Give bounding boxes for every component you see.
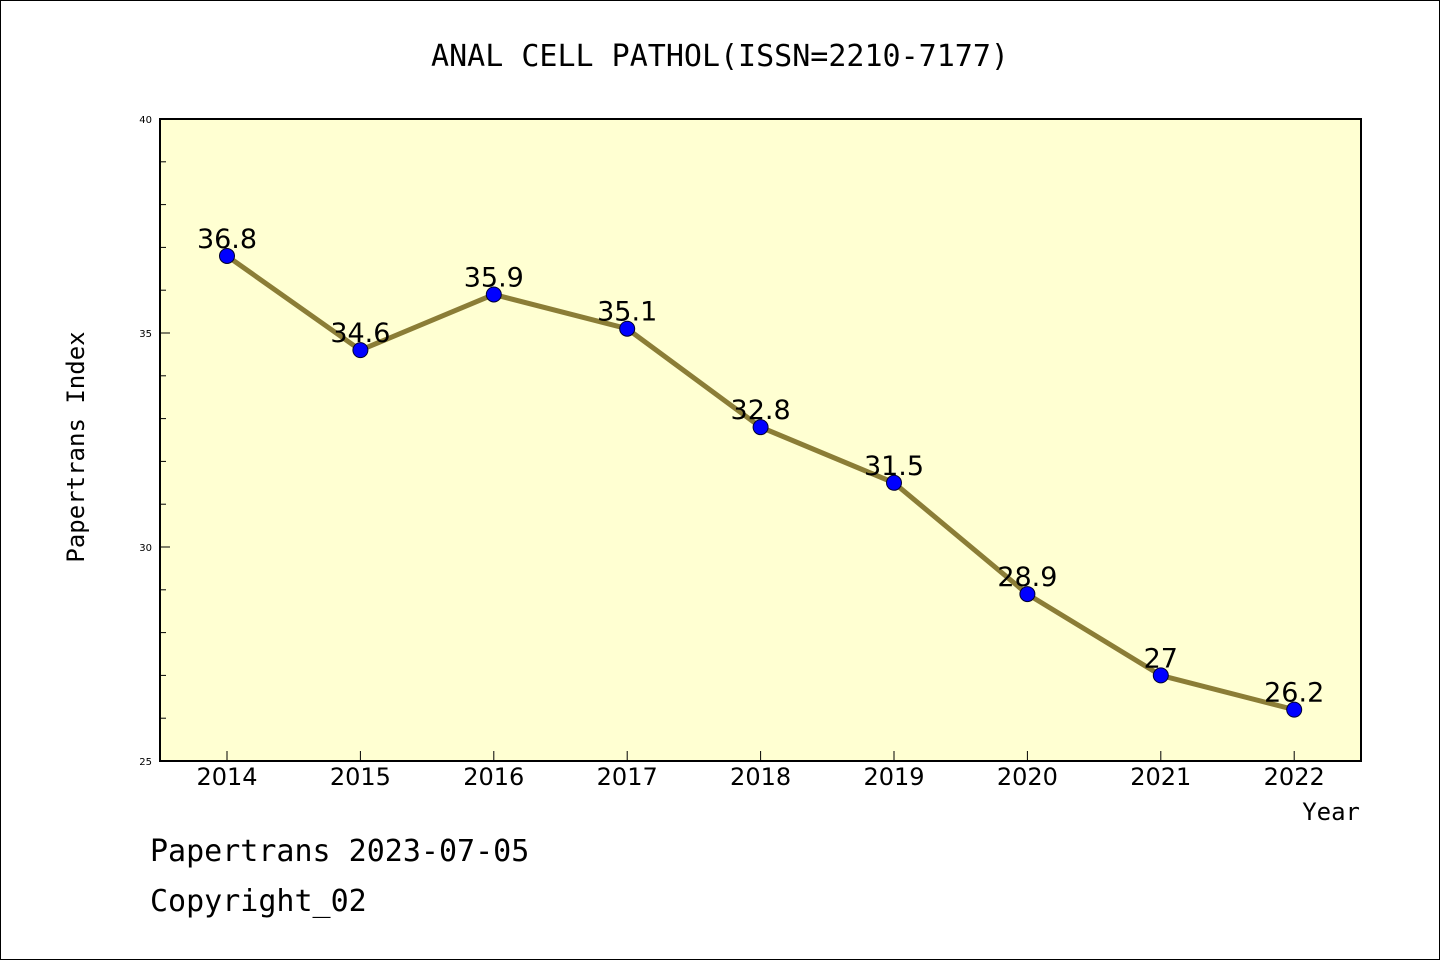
y-axis-label: Papertrans Index	[62, 331, 90, 562]
data-label: 35.1	[597, 297, 657, 328]
data-point	[886, 474, 902, 491]
data-markers	[219, 247, 1303, 718]
data-label: 26.2	[1264, 678, 1324, 709]
data-label: 36.8	[197, 224, 257, 255]
data-label: 28.9	[997, 562, 1057, 593]
x-tick-label: 2017	[597, 763, 658, 791]
data-point	[1019, 586, 1036, 603]
footer-copyright: Copyright_02	[150, 884, 367, 919]
y-tick-label: 30	[139, 543, 152, 554]
data-point	[1152, 667, 1169, 684]
x-tick-label: 2020	[997, 763, 1058, 791]
y-tick-label: 25	[139, 757, 152, 768]
x-tick-label: 2018	[730, 763, 791, 791]
chart-title: ANAL CELL PATHOL(ISSN=2210-7177)	[431, 39, 1009, 74]
data-point	[485, 286, 502, 303]
data-point	[219, 247, 235, 264]
y-axis-ticks: 25 30 35 40	[139, 115, 170, 768]
data-point	[1286, 701, 1303, 718]
data-label: 31.5	[864, 451, 924, 482]
x-tick-label: 2019	[863, 763, 924, 791]
y-tick-label: 40	[139, 115, 152, 126]
data-point	[352, 342, 369, 359]
data-label: 35.9	[464, 262, 524, 293]
x-tick-label: 2016	[463, 763, 524, 791]
data-label: 34.6	[330, 318, 390, 349]
footer-date: Papertrans 2023-07-05	[150, 834, 530, 869]
data-point	[619, 320, 636, 337]
y-tick-label: 35	[139, 329, 152, 340]
data-label: 27	[1144, 643, 1178, 674]
data-labels: 36.8 34.6 35.9 35.1 32.8 31.5 28.9 27 26.2	[197, 224, 1324, 709]
x-axis-label: Year	[1302, 798, 1360, 826]
plot-area	[159, 118, 1362, 762]
x-axis-ticks: 2014 2015 2016 2017 2018 2019 2020 2021 2022	[196, 751, 1325, 791]
x-tick-label: 2015	[330, 763, 391, 791]
data-label: 32.8	[731, 395, 791, 426]
data-point	[752, 419, 769, 436]
x-tick-label: 2022	[1264, 763, 1325, 791]
x-tick-label: 2021	[1130, 763, 1191, 791]
x-tick-label: 2014	[196, 763, 257, 791]
